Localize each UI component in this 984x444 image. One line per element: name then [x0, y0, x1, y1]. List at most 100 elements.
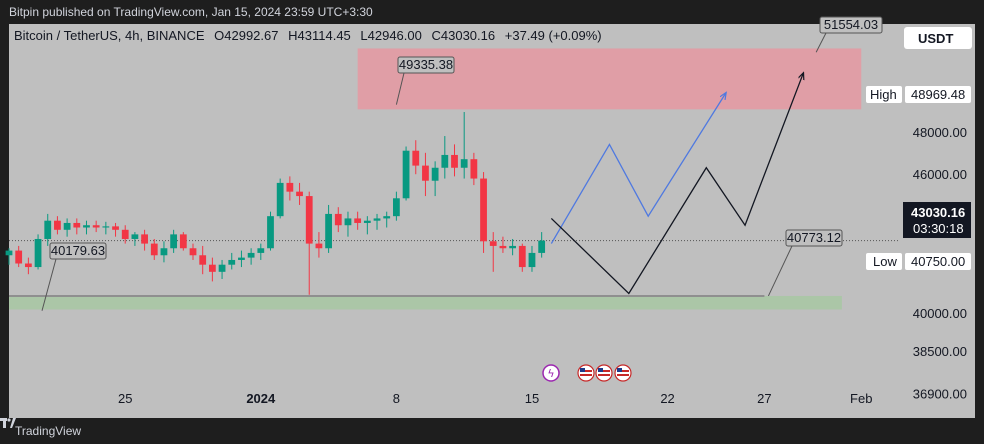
legend-symbol: Bitcoin / TetherUS, 4h, BINANCE [14, 28, 205, 43]
legend-close-label: C [432, 28, 441, 43]
candle-body [325, 213, 332, 249]
callout-box [819, 16, 883, 34]
candle-body [460, 159, 468, 168]
candle-body [141, 234, 148, 244]
candle-body [538, 240, 546, 253]
high-value: 48969.48 [911, 87, 965, 102]
x-tick-label: 25 [118, 391, 132, 406]
legend-close: 43030.16 [441, 28, 495, 43]
candle-body [393, 198, 400, 217]
candle-body [24, 263, 32, 268]
candle-body [121, 229, 129, 239]
currency-button[interactable] [904, 27, 972, 49]
high-tag-box [866, 86, 902, 103]
candle-body [228, 259, 236, 265]
candle-body [257, 248, 265, 253]
candle-body [199, 255, 207, 265]
callout-pointer [395, 72, 405, 105]
candle-body [334, 213, 342, 226]
flash-event-icon [542, 364, 560, 382]
candle-body [83, 225, 90, 228]
callout-label: 49335.38 [399, 57, 453, 72]
candle-body [422, 165, 429, 181]
candle-body [412, 150, 420, 166]
legend-high-label: H [288, 28, 297, 43]
candle-body [267, 216, 274, 249]
y-tick-label: 46000.00 [913, 167, 967, 182]
high-tag: High [870, 87, 897, 102]
footer-bar: TradingView [0, 418, 984, 444]
y-tick-label: 38500.00 [913, 344, 967, 359]
candle-body [344, 218, 352, 226]
x-tick-label: 2024 [246, 391, 276, 406]
x-tick-label: 22 [660, 391, 674, 406]
low-tag: Low [873, 254, 897, 269]
us-flag-icon-1 [577, 364, 595, 382]
bearish-scenario-line [550, 74, 803, 295]
candle-body [131, 234, 139, 239]
x-tick-label: 8 [393, 391, 400, 406]
candle-body [92, 225, 100, 228]
footer-brand: TradingView [15, 424, 82, 438]
countdown-label: 03:30:18 [913, 221, 964, 236]
candle-body [315, 243, 323, 249]
callout-box [49, 242, 107, 260]
legend-low: 42946.00 [368, 28, 422, 43]
current-price-label: 43030.16 [911, 205, 965, 220]
currency-label: USDT [918, 31, 953, 46]
bullish-scenario-line [550, 93, 725, 244]
candle-body [373, 218, 381, 221]
candle-body [305, 196, 313, 244]
legend-open-label: O [214, 28, 224, 43]
candle-body [5, 250, 13, 256]
callout-pointer [41, 258, 57, 311]
legend-text: Bitcoin / TetherUS, 4h, BINANCE O42992.6… [14, 28, 602, 43]
callout-label: 40179.63 [51, 243, 105, 258]
candle-body [179, 234, 187, 249]
event-icons[interactable]: ϟ [542, 364, 632, 382]
candle-body [354, 218, 362, 223]
candle-body [15, 250, 23, 264]
us-flag-icon-3 [614, 364, 632, 382]
high-value-box [905, 86, 971, 103]
legend-open: 42992.67 [224, 28, 278, 43]
candle-body [247, 252, 255, 258]
callout-label: 51554.03 [824, 17, 878, 32]
candle-body [286, 182, 294, 192]
candle-body [54, 220, 61, 230]
candle-body [383, 216, 391, 219]
y-tick-label: 48000.00 [913, 125, 967, 140]
us-flag-icon-2 [595, 364, 613, 382]
candle-body [402, 150, 410, 199]
candle-body [528, 252, 536, 268]
candle-body [189, 248, 197, 256]
candle-body [102, 226, 110, 228]
candle-body [431, 167, 439, 181]
candle-body [170, 234, 178, 249]
callout-box [397, 56, 455, 74]
candle-body [238, 257, 245, 260]
x-tick-label: Feb [850, 391, 872, 406]
candle-body [296, 191, 303, 197]
x-tick-label: 27 [757, 391, 771, 406]
y-tick-label: 36900.00 [913, 386, 967, 401]
callout-pointer [815, 32, 827, 53]
candle-body [150, 243, 158, 256]
x-tick-label: 15 [525, 391, 539, 406]
candle-body [160, 248, 168, 256]
candle-body [509, 245, 516, 249]
current-price-box [903, 202, 971, 238]
support-zone [9, 295, 842, 310]
candle-body [63, 222, 71, 230]
candle-body [489, 241, 497, 246]
candle-body [208, 264, 216, 272]
flash-glyph: ϟ [547, 367, 554, 380]
legend-low-label: L [360, 28, 367, 43]
candle-body [34, 238, 42, 268]
legend-high: 43114.45 [298, 28, 351, 43]
legend-change: +37.49 (+0.09%) [505, 28, 602, 43]
candle-body [363, 220, 371, 223]
candle-body [480, 178, 487, 242]
candle-body [499, 245, 507, 249]
